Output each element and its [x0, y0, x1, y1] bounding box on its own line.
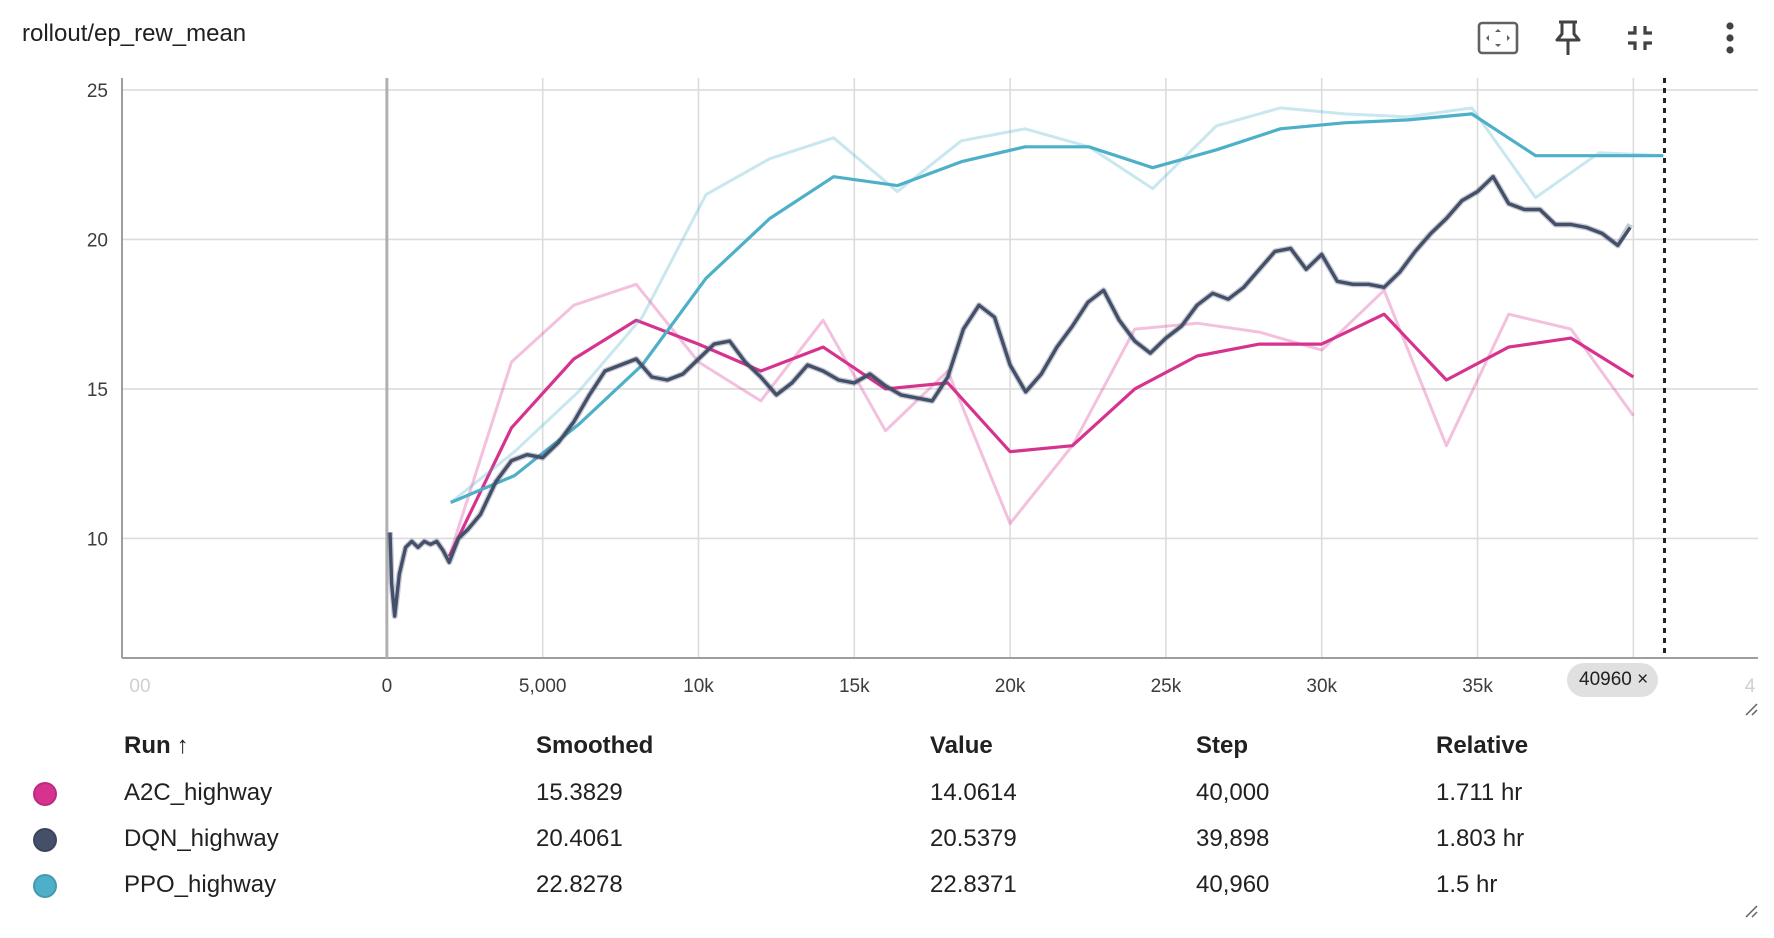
- x-tick-label: 35k: [1462, 676, 1493, 697]
- chart-title: rollout/ep_rew_mean: [22, 20, 247, 47]
- run-color-dot: [33, 827, 57, 852]
- relative-time: 1.711 hr: [1436, 779, 1523, 806]
- y-tick-label: 20: [87, 230, 108, 251]
- x-tick-label: 30k: [1306, 676, 1337, 697]
- table-header-row: Run ↑ Smoothed Value Step Relative: [0, 722, 1736, 770]
- x-tick-label: 5,000: [519, 676, 567, 697]
- table-row: A2C_highway 15.3829 14.0614 40,000 1.711…: [0, 770, 1736, 816]
- x-tick-label: 0: [382, 676, 393, 697]
- resize-handle-icon[interactable]: [1744, 702, 1758, 716]
- resize-handle-icon[interactable]: [1744, 904, 1758, 918]
- step-chip-value: 40960: [1579, 669, 1632, 690]
- smoothed-value: 20.4061: [536, 825, 623, 852]
- column-header-run[interactable]: Run ↑: [124, 722, 536, 770]
- line-chart[interactable]: 10 15 20 25 0 5,000 10k 15k 20k 25k 30k 35k 00 4: [0, 70, 1774, 710]
- step-chip[interactable]: 40960 ×: [1567, 663, 1659, 697]
- raw-value: 22.8371: [930, 871, 1017, 898]
- pin-button[interactable]: [1544, 14, 1592, 62]
- series-line-a2c-highway: [447, 312, 1635, 558]
- y-tick-label: 15: [87, 380, 108, 401]
- series-line-dqn-highway: [388, 175, 1632, 618]
- x-tick-label: 15k: [839, 676, 870, 697]
- smoothed-value: 15.3829: [536, 779, 623, 806]
- column-header-step[interactable]: Step: [1196, 732, 1249, 759]
- collapse-button[interactable]: [1616, 14, 1664, 62]
- x-tick-label-edge: 4: [1745, 676, 1756, 697]
- run-color-dot: [33, 873, 57, 898]
- x-tick-label-edge: 00: [129, 676, 150, 697]
- run-name: DQN_highway: [124, 825, 279, 852]
- sort-arrow-icon: ↑: [176, 732, 189, 759]
- column-header-relative[interactable]: Relative: [1436, 732, 1529, 759]
- relative-time: 1.803 hr: [1436, 825, 1525, 852]
- raw-value: 14.0614: [930, 779, 1017, 806]
- table-row: PPO_highway 22.8278 22.8371 40,960 1.5 h…: [0, 862, 1736, 908]
- series-raw-line-ppo-highway: [449, 106, 1664, 504]
- runs-table: Run ↑ Smoothed Value Step Relative A2C_hi…: [0, 722, 1736, 908]
- grid: [122, 78, 1758, 658]
- table-row: DQN_highway 20.4061 20.5379 39,898 1.803…: [0, 816, 1736, 862]
- y-tick-label: 10: [87, 529, 108, 550]
- pin-icon: [1555, 20, 1581, 55]
- fit-domain-button[interactable]: [1474, 14, 1522, 62]
- tick-labels: 10 15 20 25 0 5,000 10k 15k 20k 25k 30k 35k 00 4: [87, 81, 1756, 697]
- x-tick-label: 10k: [683, 676, 714, 697]
- y-tick-label: 25: [87, 81, 108, 102]
- step-value: 40,000: [1196, 779, 1270, 806]
- more-options-button[interactable]: [1706, 14, 1754, 62]
- series-raw-line-a2c-highway: [447, 282, 1635, 557]
- run-name: PPO_highway: [124, 871, 277, 898]
- smoothed-value: 22.8278: [536, 871, 623, 898]
- step-value: 39,898: [1196, 825, 1270, 852]
- step-value: 40,960: [1196, 871, 1270, 898]
- run-header-label: Run: [124, 732, 171, 759]
- column-header-value[interactable]: Value: [930, 732, 993, 759]
- series-lines: [387, 106, 1664, 620]
- run-color-dot: [33, 781, 57, 806]
- relative-time: 1.5 hr: [1436, 871, 1498, 898]
- column-header-smoothed[interactable]: Smoothed: [536, 732, 654, 759]
- collapse-icon: [1628, 26, 1652, 50]
- axes: [121, 78, 1758, 659]
- x-tick-label: 20k: [995, 676, 1026, 697]
- raw-value: 20.5379: [930, 825, 1017, 852]
- fit-domain-icon: [1477, 21, 1519, 55]
- run-name: A2C_highway: [124, 779, 273, 806]
- more-vert-icon: [1726, 22, 1734, 54]
- close-icon[interactable]: ×: [1637, 669, 1649, 690]
- x-tick-label: 25k: [1151, 676, 1182, 697]
- series-line-ppo-highway: [450, 112, 1664, 504]
